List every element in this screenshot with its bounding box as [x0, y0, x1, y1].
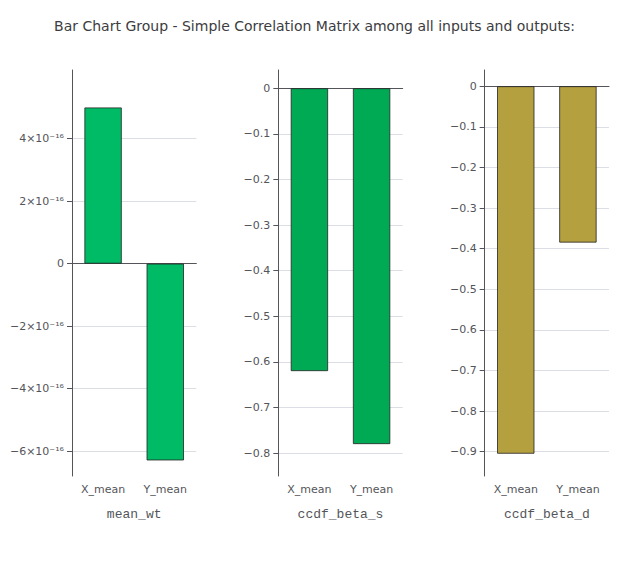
svg-text:−0.5: −0.5	[450, 283, 477, 296]
svg-text:−0.2: −0.2	[244, 173, 271, 186]
svg-text:−6×10⁻¹⁶: −6×10⁻¹⁶	[10, 445, 65, 458]
svg-text:−0.3: −0.3	[450, 202, 477, 215]
svg-text:0: 0	[57, 257, 64, 270]
svg-text:X_mean: X_mean	[81, 483, 125, 496]
svg-text:X_mean: X_mean	[287, 483, 331, 496]
svg-text:Y_mean: Y_mean	[143, 483, 187, 496]
svg-text:−4×10⁻¹⁶: −4×10⁻¹⁶	[10, 382, 65, 395]
svg-text:−0.4: −0.4	[244, 264, 271, 277]
svg-text:Bar Chart Group - Simple Corre: Bar Chart Group - Simple Correlation Mat…	[54, 18, 575, 34]
svg-text:ccdf_beta_s: ccdf_beta_s	[298, 507, 384, 522]
svg-text:0: 0	[263, 82, 270, 95]
svg-text:Y_mean: Y_mean	[555, 483, 599, 496]
svg-text:ccdf_beta_d: ccdf_beta_d	[504, 507, 590, 522]
svg-text:2×10⁻¹⁶: 2×10⁻¹⁶	[19, 195, 64, 208]
svg-text:X_mean: X_mean	[494, 483, 538, 496]
svg-text:0: 0	[470, 80, 477, 93]
svg-text:−0.7: −0.7	[450, 364, 477, 377]
svg-text:−0.9: −0.9	[450, 445, 477, 458]
svg-text:−0.8: −0.8	[244, 447, 271, 460]
svg-text:−0.5: −0.5	[244, 310, 271, 323]
svg-text:−0.6: −0.6	[450, 323, 477, 336]
svg-text:−0.1: −0.1	[244, 127, 271, 140]
svg-text:−0.3: −0.3	[244, 219, 271, 232]
svg-text:−0.2: −0.2	[450, 161, 477, 174]
svg-text:−0.1: −0.1	[450, 120, 477, 133]
svg-text:−2×10⁻¹⁶: −2×10⁻¹⁶	[10, 320, 65, 333]
svg-text:−0.4: −0.4	[450, 242, 477, 255]
svg-text:4×10⁻¹⁶: 4×10⁻¹⁶	[19, 132, 64, 145]
svg-text:−0.7: −0.7	[244, 401, 271, 414]
svg-text:−0.6: −0.6	[244, 355, 271, 368]
svg-text:mean_wt: mean_wt	[107, 507, 162, 522]
svg-text:Y_mean: Y_mean	[349, 483, 393, 496]
svg-text:−0.8: −0.8	[450, 405, 477, 418]
